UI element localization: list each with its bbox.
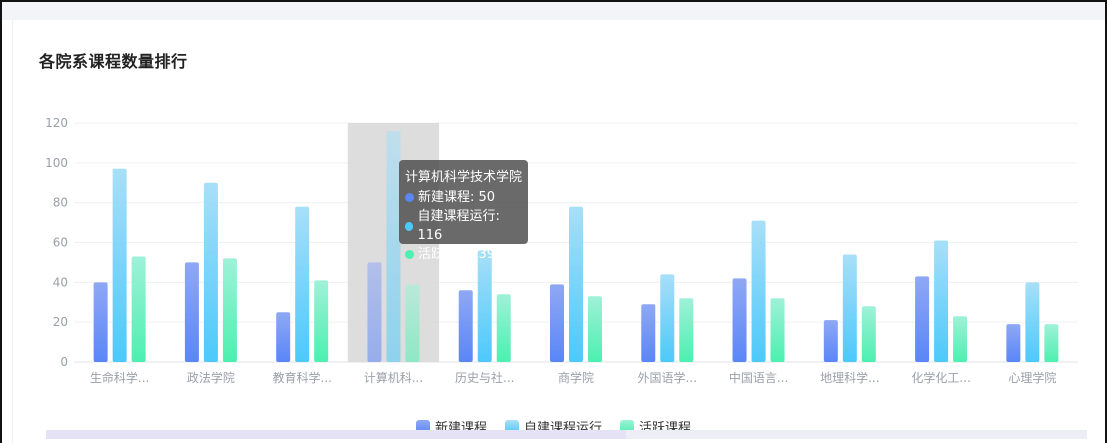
x-tick-label: 中国语言... [729,370,788,385]
chart-title: 各院系课程数量排行 [39,52,188,71]
x-tick-label: 生命科学... [90,370,149,385]
bar-0-4[interactable] [458,290,473,362]
bar-2-3[interactable] [405,284,420,362]
bar-1-1[interactable] [203,182,218,362]
bar-2-6[interactable] [679,298,694,362]
bar-0-1[interactable] [184,262,199,362]
tooltip-dot-1 [405,221,414,231]
y-tick-label: 60 [53,236,68,250]
scrollbar-thumb[interactable] [46,430,626,439]
tooltip-dot-2 [405,250,414,259]
tooltip-row-1: 自建课程运行: 116 [405,207,522,245]
bar-1-2[interactable] [295,206,310,362]
x-tick-label: 教育科学... [272,370,331,385]
x-axis: 生命科学... 政法学院 教育科学... 计算机科... 历史与社... 商学院 外国语学.… [90,370,1056,385]
bar-1-8[interactable] [842,254,857,362]
bar-0-3[interactable] [367,262,382,362]
x-tick-label: 政法学院 [187,370,235,385]
tooltip-row-label: 新建课程: 50 [418,190,496,205]
top-band [2,2,1105,20]
bar-1-0[interactable] [112,168,127,362]
y-tick-label: 20 [53,315,68,329]
bar-2-2[interactable] [314,280,329,362]
bar-0-7[interactable] [732,278,747,362]
bar-0-5[interactable] [550,284,564,362]
bar-1-7[interactable] [751,220,766,362]
bar-0-8[interactable] [823,320,838,362]
y-tick-label: 100 [45,156,68,170]
tooltip-row-0: 新建课程: 50 [405,188,522,207]
bar-2-1[interactable] [222,258,237,362]
bar-2-0[interactable] [131,256,146,362]
bar-1-9[interactable] [934,240,949,362]
tooltip-dot-0 [405,193,414,202]
x-tick-label: 历史与社... [455,370,514,385]
y-tick-label: 120 [45,116,68,130]
chart-card [12,20,1105,443]
tooltip-row-2: 活跃课程: 39 [405,245,522,264]
y-tick-label: 0 [60,355,68,369]
y-axis: 0 20 40 60 80 100 120 [45,116,68,369]
bar-1-5[interactable] [569,206,583,362]
x-tick-label: 地理科学... [820,370,879,385]
x-tick-label: 计算机科... [364,370,423,385]
bar-1-6[interactable] [660,274,675,362]
tooltip-row-label: 自建课程运行: 116 [417,209,500,243]
bar-2-9[interactable] [953,316,968,362]
y-tick-label: 40 [53,275,68,289]
bar-0-10[interactable] [1006,324,1021,362]
bar-2-8[interactable] [861,306,876,362]
bar-0-6[interactable] [641,304,656,362]
bar-0-9[interactable] [915,276,930,362]
x-tick-label: 外国语学... [638,370,697,385]
bar-0-2[interactable] [276,312,291,362]
bar-1-10[interactable] [1025,282,1040,362]
x-tick-label: 商学院 [558,370,594,385]
bar-1-3[interactable] [386,130,401,362]
bar-2-4[interactable] [496,294,511,362]
bar-2-5[interactable] [588,296,602,362]
bars [93,130,1059,362]
tooltip-title: 计算机科学技术学院 [405,170,523,185]
bar-2-7[interactable] [770,298,785,362]
tooltip-row-label: 活跃课程: 39 [418,247,496,262]
bar-1-4[interactable] [477,250,492,362]
bar-0-0[interactable] [93,282,108,362]
bar-2-10[interactable] [1044,324,1059,362]
x-tick-label: 心理学院 [1008,370,1056,385]
y-tick-label: 80 [53,196,68,210]
tooltip: 计算机科学技术学院 新建课程: 50 自建课程运行: 116 活跃课程: 39 [399,160,528,262]
x-tick-label: 化学化工... [911,370,970,385]
